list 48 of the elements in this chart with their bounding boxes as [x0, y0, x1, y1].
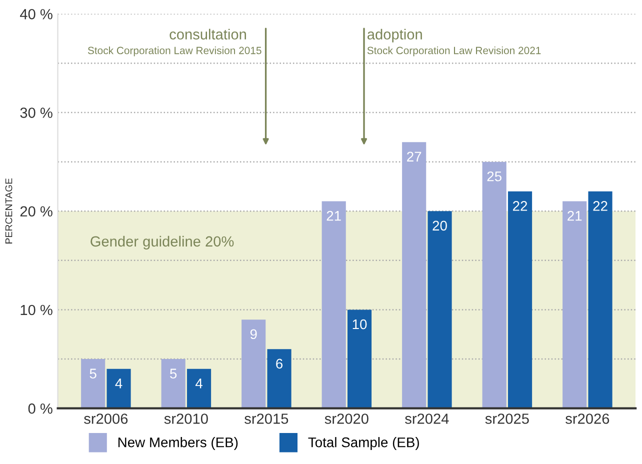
data-label: 5 [90, 368, 96, 378]
bar [428, 211, 452, 408]
annotation: Stock Corporation Law Revision 2021 [367, 46, 541, 56]
data-label: 25 [487, 171, 502, 182]
bar [402, 142, 426, 408]
bar [562, 201, 587, 408]
bar [482, 162, 506, 408]
y-tick-label: 10 % [20, 304, 52, 316]
annotation: consultation [170, 28, 246, 40]
legend-label: New Members (EB) [118, 437, 238, 450]
data-label: 27 [407, 152, 422, 162]
annotation: adoption [368, 28, 422, 42]
bar [242, 320, 266, 408]
y-tick-label: 20 % [20, 206, 52, 217]
data-label: 21 [326, 210, 341, 221]
annotation: Stock Corporation Law Revision 2015 [88, 46, 262, 56]
legend-label: Total Sample (EB) [308, 437, 419, 450]
x-tick-label: sr2006 [84, 414, 128, 424]
data-label: 21 [568, 210, 582, 221]
bar [347, 310, 372, 408]
data-label: 22 [512, 201, 528, 211]
bar [106, 368, 131, 408]
bar [588, 191, 612, 408]
y-tick-label: 30 % [20, 108, 52, 118]
x-tick-label: sr2010 [164, 414, 208, 424]
x-tick-label: sr2025 [485, 414, 529, 424]
y-tick-label: 40 % [20, 9, 52, 20]
data-label: 22 [593, 201, 608, 211]
bar [508, 191, 532, 408]
data-label: 4 [195, 378, 202, 388]
y-tick-label: 0 % [28, 403, 52, 414]
bar [322, 201, 346, 408]
data-label: 10 [352, 319, 367, 330]
x-tick-label: sr2020 [324, 414, 368, 424]
bar [267, 349, 292, 408]
data-label: 5 [170, 368, 177, 378]
data-label: 9 [250, 329, 257, 340]
bar [161, 359, 186, 408]
x-tick-label: sr2026 [566, 414, 610, 424]
bar [81, 359, 106, 408]
bar [186, 368, 212, 408]
x-tick-label: sr2024 [405, 414, 449, 424]
x-tick-label: sr2015 [244, 414, 288, 424]
data-label: 4 [115, 378, 122, 388]
data-label: 20 [432, 220, 447, 231]
y-axis-title: PERCENTAGE [5, 178, 12, 244]
data-label: 6 [276, 358, 283, 369]
band-label: Gender guideline 20% [90, 236, 234, 250]
